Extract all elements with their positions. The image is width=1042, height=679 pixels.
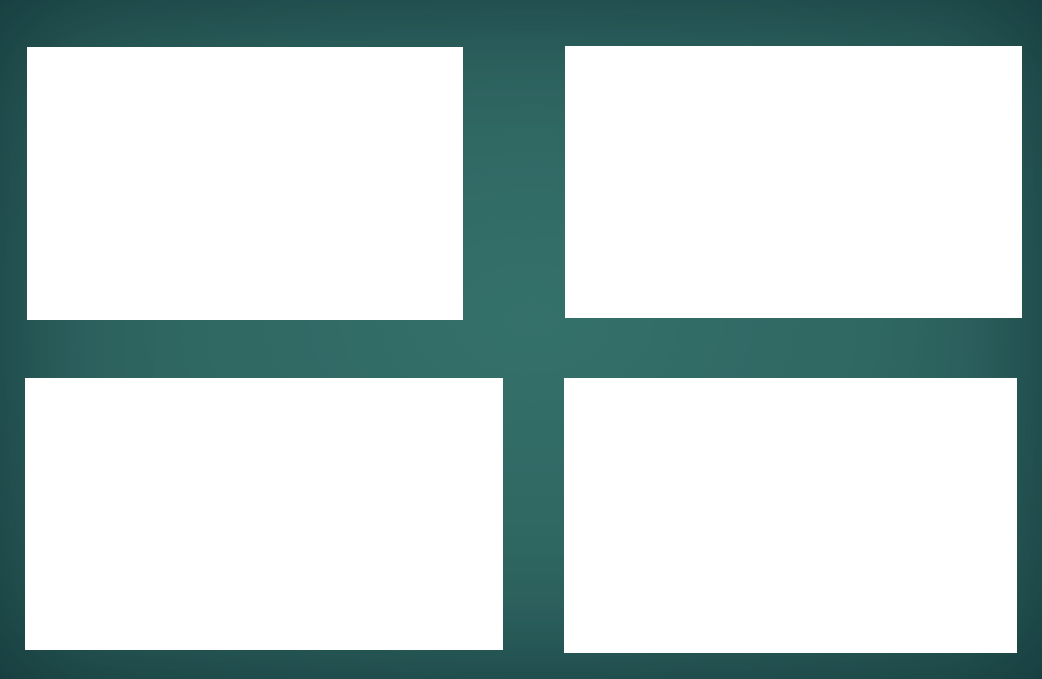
qq-plot-card-cubic	[564, 378, 1017, 653]
qq-plot-linear	[27, 47, 463, 320]
qq-plot-card-linear-log	[565, 46, 1022, 318]
qq-plot-card-quadratic	[25, 378, 503, 650]
qq-plot-cubic	[564, 378, 1017, 653]
qq-plot-linear-log	[565, 46, 1022, 318]
qq-plot-card-linear	[27, 47, 463, 320]
qq-plot-quadratic	[25, 378, 503, 650]
